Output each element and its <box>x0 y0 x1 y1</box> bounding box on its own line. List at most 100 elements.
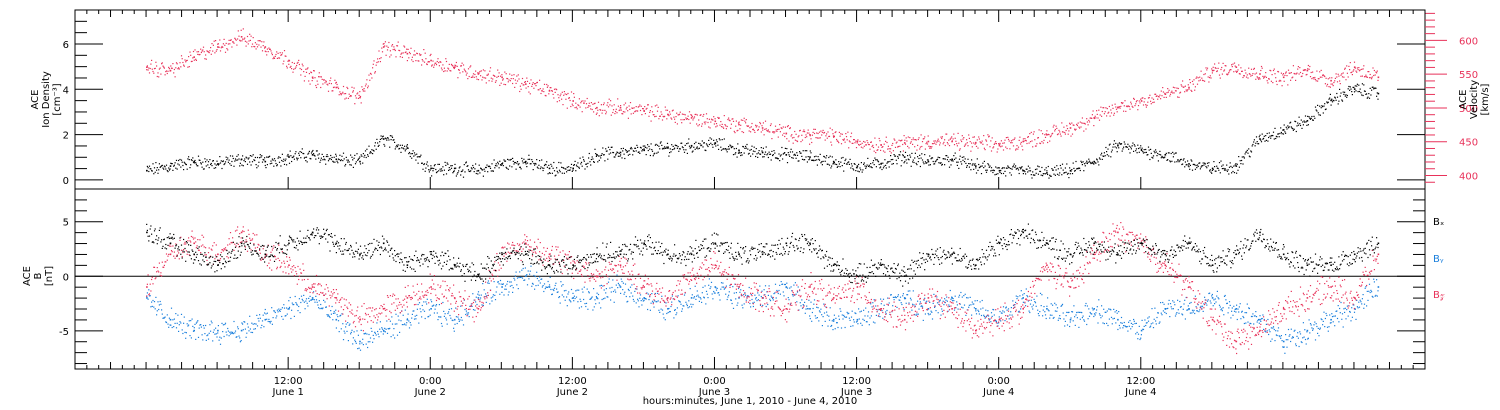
velocity-series-point <box>903 142 906 144</box>
by-series-point <box>667 308 669 310</box>
density-series-point <box>548 167 551 170</box>
velocity-series-point <box>690 117 693 119</box>
x-tick-time: 0:00 <box>703 376 725 387</box>
by-series-point <box>1330 318 1332 321</box>
by-series-point <box>169 318 172 321</box>
by-series-point <box>406 318 409 321</box>
velocity-series-point <box>146 66 148 68</box>
velocity-series-point <box>1235 66 1238 68</box>
bz-series-point <box>430 286 432 288</box>
by-series-point <box>359 340 361 343</box>
bz-series-point <box>288 264 290 266</box>
velocity-series-point <box>1330 79 1332 82</box>
x-tick-time: 0:00 <box>987 376 1009 387</box>
velocity-series-point <box>856 140 859 143</box>
top-y-tick-label: 6 <box>63 40 69 51</box>
by-series-point <box>738 297 740 299</box>
bx-series-point <box>1353 253 1356 256</box>
by-series-point <box>311 297 314 299</box>
velocity-series-point <box>359 96 361 99</box>
bx-series-point <box>453 264 456 266</box>
bx-series-point <box>335 242 338 245</box>
by-series-point <box>1188 308 1190 310</box>
bz-series-dense-points <box>146 222 1379 355</box>
bx-series-point <box>1164 253 1167 256</box>
velocity-series-dense-points <box>146 28 1379 154</box>
by-series-point <box>430 308 432 310</box>
bz-series-point <box>738 286 740 288</box>
bz-series-point <box>667 297 669 299</box>
by-series-point <box>809 308 811 310</box>
velocity-series-point <box>453 66 456 68</box>
bz-series-point <box>1353 297 1356 299</box>
velocity-series-point <box>501 76 503 79</box>
x-tick-date: June 1 <box>271 387 303 398</box>
velocity-series-point <box>525 83 527 85</box>
bx-series-point <box>1046 242 1048 245</box>
velocity-series-point <box>809 134 811 136</box>
velocity-series-point <box>430 59 432 62</box>
top-left-ylabel: ACE Ion Density [cm⁻³] <box>30 71 63 128</box>
bx-series-point <box>619 253 622 256</box>
bx-series-point <box>169 242 172 245</box>
bz-series-point <box>714 264 717 266</box>
by-series-point <box>382 329 385 332</box>
density-series-point <box>832 160 835 163</box>
bx-series-point <box>951 253 953 256</box>
by-series-point <box>193 329 195 332</box>
velocity-series-point <box>619 106 622 109</box>
bz-series-point <box>596 275 598 277</box>
bx-series-point <box>975 264 977 266</box>
velocity-series-point <box>1259 73 1261 75</box>
velocity-series-point <box>240 36 243 38</box>
velocity-series-point <box>643 110 645 112</box>
x-tick-date: June 3 <box>840 387 872 398</box>
velocity-series-point <box>1353 66 1356 68</box>
velocity-series-point <box>382 46 385 48</box>
density-series-point <box>1140 149 1143 152</box>
bx-series-point <box>501 253 503 256</box>
bz-series-point <box>311 286 314 288</box>
bx-series-point <box>1117 253 1119 256</box>
density-series-point <box>1117 144 1119 147</box>
bx-series-point <box>714 242 717 245</box>
bx-series-point <box>903 275 906 277</box>
bx-series-point <box>1211 264 1214 266</box>
by-series-point <box>335 318 338 321</box>
bottom-y-tick-label: -5 <box>59 327 69 338</box>
velocity-series-point <box>335 86 338 89</box>
by-series-point <box>619 286 622 288</box>
by-series-point <box>217 329 219 332</box>
bz-series-point <box>1377 253 1380 256</box>
by-series-point <box>643 297 645 299</box>
bx-series-point <box>1282 253 1285 256</box>
density-series <box>146 83 1380 179</box>
density-series-point <box>1330 99 1332 102</box>
bx-series-point <box>525 253 527 256</box>
x-tick-time: 12:00 <box>274 376 303 387</box>
x-tick-time: 0:00 <box>419 376 441 387</box>
by-series <box>146 265 1380 354</box>
density-series-point <box>1282 129 1285 131</box>
by-series-point <box>1140 329 1143 332</box>
bz-series-point <box>525 242 527 245</box>
legend-item: B𝓏 <box>1433 290 1445 301</box>
bz-series-point <box>1306 297 1309 299</box>
by-series-point <box>1211 297 1214 299</box>
top-left-ylabel-line: ACE <box>30 90 41 110</box>
density-series-point <box>1211 167 1214 170</box>
density-series-point <box>738 149 740 152</box>
bz-series-point <box>240 231 243 234</box>
bz-series-point <box>809 286 811 288</box>
x-tick-date: June 4 <box>1124 387 1156 398</box>
bottom-y-tick-label: 0 <box>63 272 69 283</box>
velocity-series-point <box>1022 140 1024 143</box>
bx-series-point <box>832 264 835 266</box>
bz-series-point <box>619 264 622 266</box>
density-series-point <box>382 138 385 140</box>
bx-series-point <box>264 253 267 256</box>
bz-series-point <box>1235 340 1238 343</box>
bottom-panel: -5 0 5 ACE B [nT] Bₓ Bᵧ B𝓏 <box>22 188 1445 370</box>
density-series-point <box>1259 138 1261 140</box>
